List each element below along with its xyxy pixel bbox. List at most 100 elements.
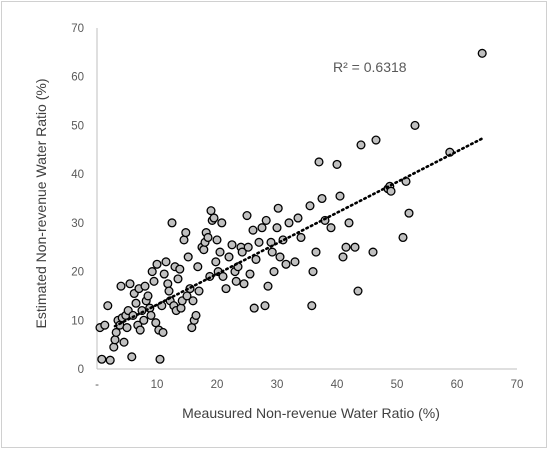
data-point bbox=[122, 323, 132, 333]
data-point bbox=[125, 279, 135, 289]
data-point bbox=[155, 354, 165, 364]
data-point bbox=[97, 354, 107, 364]
data-point bbox=[140, 281, 150, 291]
x-tick-label: 30 bbox=[271, 379, 284, 391]
data-point bbox=[191, 310, 201, 320]
data-point bbox=[179, 235, 189, 245]
data-point bbox=[199, 245, 209, 255]
data-point bbox=[350, 242, 360, 252]
data-point bbox=[109, 342, 119, 352]
data-point bbox=[139, 315, 149, 325]
data-point bbox=[149, 276, 159, 286]
data-point bbox=[263, 281, 273, 291]
data-point bbox=[317, 193, 327, 204]
axes bbox=[96, 28, 517, 370]
data-point bbox=[151, 318, 161, 328]
data-point bbox=[314, 157, 324, 167]
data-point bbox=[105, 355, 115, 365]
data-point bbox=[269, 267, 279, 277]
y-tick-label: 70 bbox=[71, 23, 84, 35]
data-point bbox=[143, 291, 153, 301]
x-tick-label: 60 bbox=[451, 379, 464, 391]
data-point bbox=[272, 223, 282, 233]
data-point bbox=[242, 211, 252, 221]
data-point bbox=[212, 235, 222, 245]
x-axis-title: Meausured Non-revenue Water Ratio (%) bbox=[182, 405, 440, 421]
data-point bbox=[260, 301, 270, 311]
data-point bbox=[167, 218, 177, 228]
data-point bbox=[267, 247, 277, 257]
x-tick-label: 20 bbox=[211, 379, 224, 391]
x-tick-label: - bbox=[95, 379, 99, 391]
data-point bbox=[146, 310, 156, 320]
data-point bbox=[224, 252, 234, 262]
y-tick-label: 40 bbox=[71, 169, 84, 181]
data-point bbox=[335, 191, 345, 201]
data-point bbox=[161, 257, 171, 267]
data-point bbox=[193, 262, 203, 272]
data-point bbox=[245, 269, 255, 279]
data-point bbox=[209, 213, 219, 223]
data-point bbox=[127, 352, 137, 362]
data-point bbox=[410, 120, 420, 130]
data-point bbox=[308, 267, 318, 277]
data-point bbox=[273, 203, 283, 213]
data-point bbox=[257, 223, 267, 233]
x-tick-label: 40 bbox=[331, 379, 344, 391]
data-point bbox=[187, 323, 197, 333]
data-point bbox=[173, 274, 183, 284]
data-point bbox=[103, 301, 113, 311]
data-point bbox=[281, 259, 291, 269]
data-point bbox=[293, 213, 303, 223]
data-point bbox=[119, 337, 129, 347]
data-point bbox=[353, 286, 363, 296]
data-point bbox=[261, 215, 271, 225]
data-point bbox=[217, 218, 227, 228]
data-point bbox=[203, 232, 213, 243]
trendline bbox=[113, 136, 486, 328]
data-point bbox=[206, 206, 216, 216]
data-point bbox=[194, 286, 204, 296]
y-tick-label: 50 bbox=[71, 120, 84, 132]
data-point bbox=[237, 247, 247, 257]
data-point bbox=[249, 303, 259, 313]
data-point bbox=[477, 48, 487, 58]
y-axis-title: Estimated Non-revenue Water Ratio (%) bbox=[33, 78, 49, 328]
data-point bbox=[332, 159, 342, 169]
data-point bbox=[338, 252, 348, 262]
data-point bbox=[221, 284, 231, 294]
data-point bbox=[307, 301, 317, 311]
data-point bbox=[254, 237, 264, 247]
data-point bbox=[284, 218, 294, 228]
data-point bbox=[211, 257, 221, 267]
data-point bbox=[116, 281, 126, 291]
data-point bbox=[111, 327, 121, 338]
data-point bbox=[131, 298, 141, 308]
data-point bbox=[326, 223, 336, 233]
y-tick-labels: 0 10 20 30 40 50 60 70 bbox=[71, 23, 84, 376]
data-point bbox=[158, 327, 168, 338]
data-point bbox=[290, 257, 300, 267]
x-tick-labels: - 10 20 30 40 50 60 70 bbox=[95, 379, 523, 391]
data-point bbox=[243, 242, 253, 252]
x-tick-label: 10 bbox=[151, 379, 164, 391]
data-point bbox=[251, 254, 261, 264]
data-point bbox=[176, 303, 186, 313]
data-point bbox=[368, 247, 378, 257]
y-tick-label: 10 bbox=[71, 315, 84, 327]
data-point bbox=[147, 267, 157, 277]
data-point bbox=[181, 228, 191, 238]
data-point bbox=[311, 247, 321, 257]
r-squared-annotation: R² = 0.6318 bbox=[333, 59, 407, 75]
data-point bbox=[135, 325, 145, 335]
data-point bbox=[218, 271, 228, 281]
y-tick-label: 60 bbox=[71, 72, 84, 84]
data-point bbox=[159, 269, 169, 279]
x-tick-label: 50 bbox=[391, 379, 404, 391]
data-point bbox=[175, 264, 185, 274]
data-point bbox=[188, 296, 198, 306]
data-point bbox=[163, 279, 173, 289]
data-point bbox=[100, 320, 110, 330]
y-tick-label: 30 bbox=[71, 218, 84, 230]
